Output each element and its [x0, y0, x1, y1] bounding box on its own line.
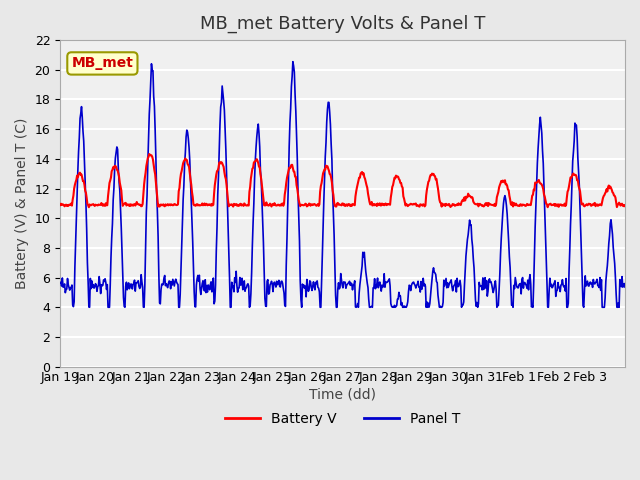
Y-axis label: Battery (V) & Panel T (C): Battery (V) & Panel T (C) — [15, 118, 29, 289]
Text: MB_met: MB_met — [72, 57, 133, 71]
Legend: Battery V, Panel T: Battery V, Panel T — [220, 407, 466, 432]
X-axis label: Time (dd): Time (dd) — [309, 387, 376, 401]
Title: MB_met Battery Volts & Panel T: MB_met Battery Volts & Panel T — [200, 15, 485, 33]
